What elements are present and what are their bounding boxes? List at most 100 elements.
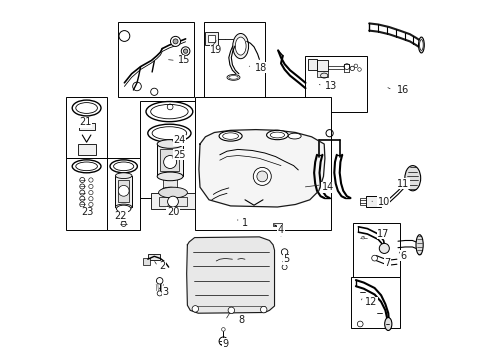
- Bar: [305, 56, 368, 112]
- Circle shape: [379, 243, 390, 253]
- Circle shape: [80, 190, 85, 195]
- Circle shape: [253, 167, 271, 185]
- Circle shape: [151, 88, 158, 95]
- Text: 24: 24: [173, 135, 186, 145]
- Bar: [360, 198, 366, 205]
- Ellipse shape: [419, 40, 423, 50]
- Circle shape: [157, 291, 162, 296]
- Circle shape: [372, 255, 377, 261]
- Ellipse shape: [148, 124, 191, 142]
- Circle shape: [80, 196, 85, 201]
- Bar: [317, 60, 328, 71]
- Circle shape: [362, 236, 365, 239]
- Bar: [353, 223, 400, 277]
- Polygon shape: [187, 237, 274, 313]
- Bar: [66, 158, 107, 230]
- Text: 16: 16: [397, 85, 410, 95]
- Ellipse shape: [110, 160, 137, 173]
- Circle shape: [350, 66, 354, 71]
- Ellipse shape: [219, 131, 242, 141]
- Text: 21: 21: [79, 117, 92, 127]
- Circle shape: [89, 202, 93, 207]
- Bar: [116, 176, 132, 207]
- Circle shape: [183, 49, 188, 53]
- Text: 18: 18: [255, 63, 268, 73]
- Ellipse shape: [405, 166, 421, 191]
- Bar: [195, 97, 331, 230]
- Ellipse shape: [267, 130, 288, 140]
- Bar: [107, 158, 140, 230]
- Text: 14: 14: [321, 182, 334, 192]
- Text: 11: 11: [397, 179, 410, 189]
- Bar: [148, 254, 160, 260]
- Bar: [118, 180, 129, 202]
- Circle shape: [89, 197, 93, 201]
- Ellipse shape: [151, 104, 188, 119]
- Bar: [151, 193, 195, 209]
- Circle shape: [121, 221, 126, 226]
- Circle shape: [121, 217, 126, 222]
- Circle shape: [80, 202, 85, 207]
- Bar: [118, 22, 194, 97]
- Ellipse shape: [235, 37, 246, 55]
- Bar: [366, 196, 381, 207]
- Bar: [77, 144, 96, 155]
- Bar: [165, 103, 175, 112]
- Circle shape: [168, 196, 178, 207]
- Circle shape: [281, 249, 288, 255]
- Ellipse shape: [116, 173, 132, 179]
- Bar: [204, 22, 265, 97]
- Circle shape: [89, 190, 93, 195]
- Circle shape: [221, 328, 225, 331]
- Ellipse shape: [116, 204, 132, 210]
- Text: 12: 12: [365, 297, 377, 307]
- Bar: [273, 223, 282, 226]
- Text: 4: 4: [278, 225, 284, 235]
- Text: 13: 13: [325, 81, 338, 91]
- Text: 10: 10: [377, 197, 390, 207]
- Bar: [308, 59, 317, 70]
- Ellipse shape: [157, 172, 183, 181]
- Bar: [159, 197, 187, 206]
- Ellipse shape: [385, 318, 392, 330]
- Circle shape: [261, 306, 267, 313]
- Bar: [144, 258, 149, 265]
- Ellipse shape: [418, 37, 424, 53]
- Ellipse shape: [114, 162, 134, 171]
- Circle shape: [156, 278, 163, 284]
- Bar: [79, 123, 95, 130]
- Bar: [208, 35, 215, 42]
- Ellipse shape: [72, 100, 101, 116]
- Text: 9: 9: [222, 339, 228, 349]
- Circle shape: [119, 31, 130, 41]
- Text: 25: 25: [173, 150, 186, 160]
- Circle shape: [354, 64, 358, 68]
- Circle shape: [282, 265, 287, 270]
- Bar: [351, 277, 400, 328]
- Bar: [160, 149, 179, 171]
- Circle shape: [219, 337, 228, 346]
- Circle shape: [89, 178, 93, 182]
- Circle shape: [173, 39, 178, 44]
- Bar: [317, 71, 328, 77]
- Ellipse shape: [288, 133, 301, 139]
- Bar: [163, 176, 177, 191]
- Text: 15: 15: [177, 55, 190, 66]
- Circle shape: [181, 47, 190, 55]
- Circle shape: [192, 306, 198, 312]
- Circle shape: [133, 82, 141, 91]
- Circle shape: [257, 171, 268, 182]
- Text: 2: 2: [159, 261, 165, 271]
- Ellipse shape: [416, 235, 423, 255]
- Text: 20: 20: [167, 207, 179, 217]
- Circle shape: [228, 307, 235, 314]
- Text: 8: 8: [238, 315, 245, 325]
- Bar: [140, 101, 200, 198]
- Circle shape: [358, 68, 361, 71]
- Text: 23: 23: [81, 207, 94, 217]
- Circle shape: [80, 177, 85, 183]
- Circle shape: [171, 36, 180, 46]
- Text: 6: 6: [400, 251, 407, 261]
- Text: 3: 3: [163, 287, 169, 297]
- Ellipse shape: [233, 33, 248, 59]
